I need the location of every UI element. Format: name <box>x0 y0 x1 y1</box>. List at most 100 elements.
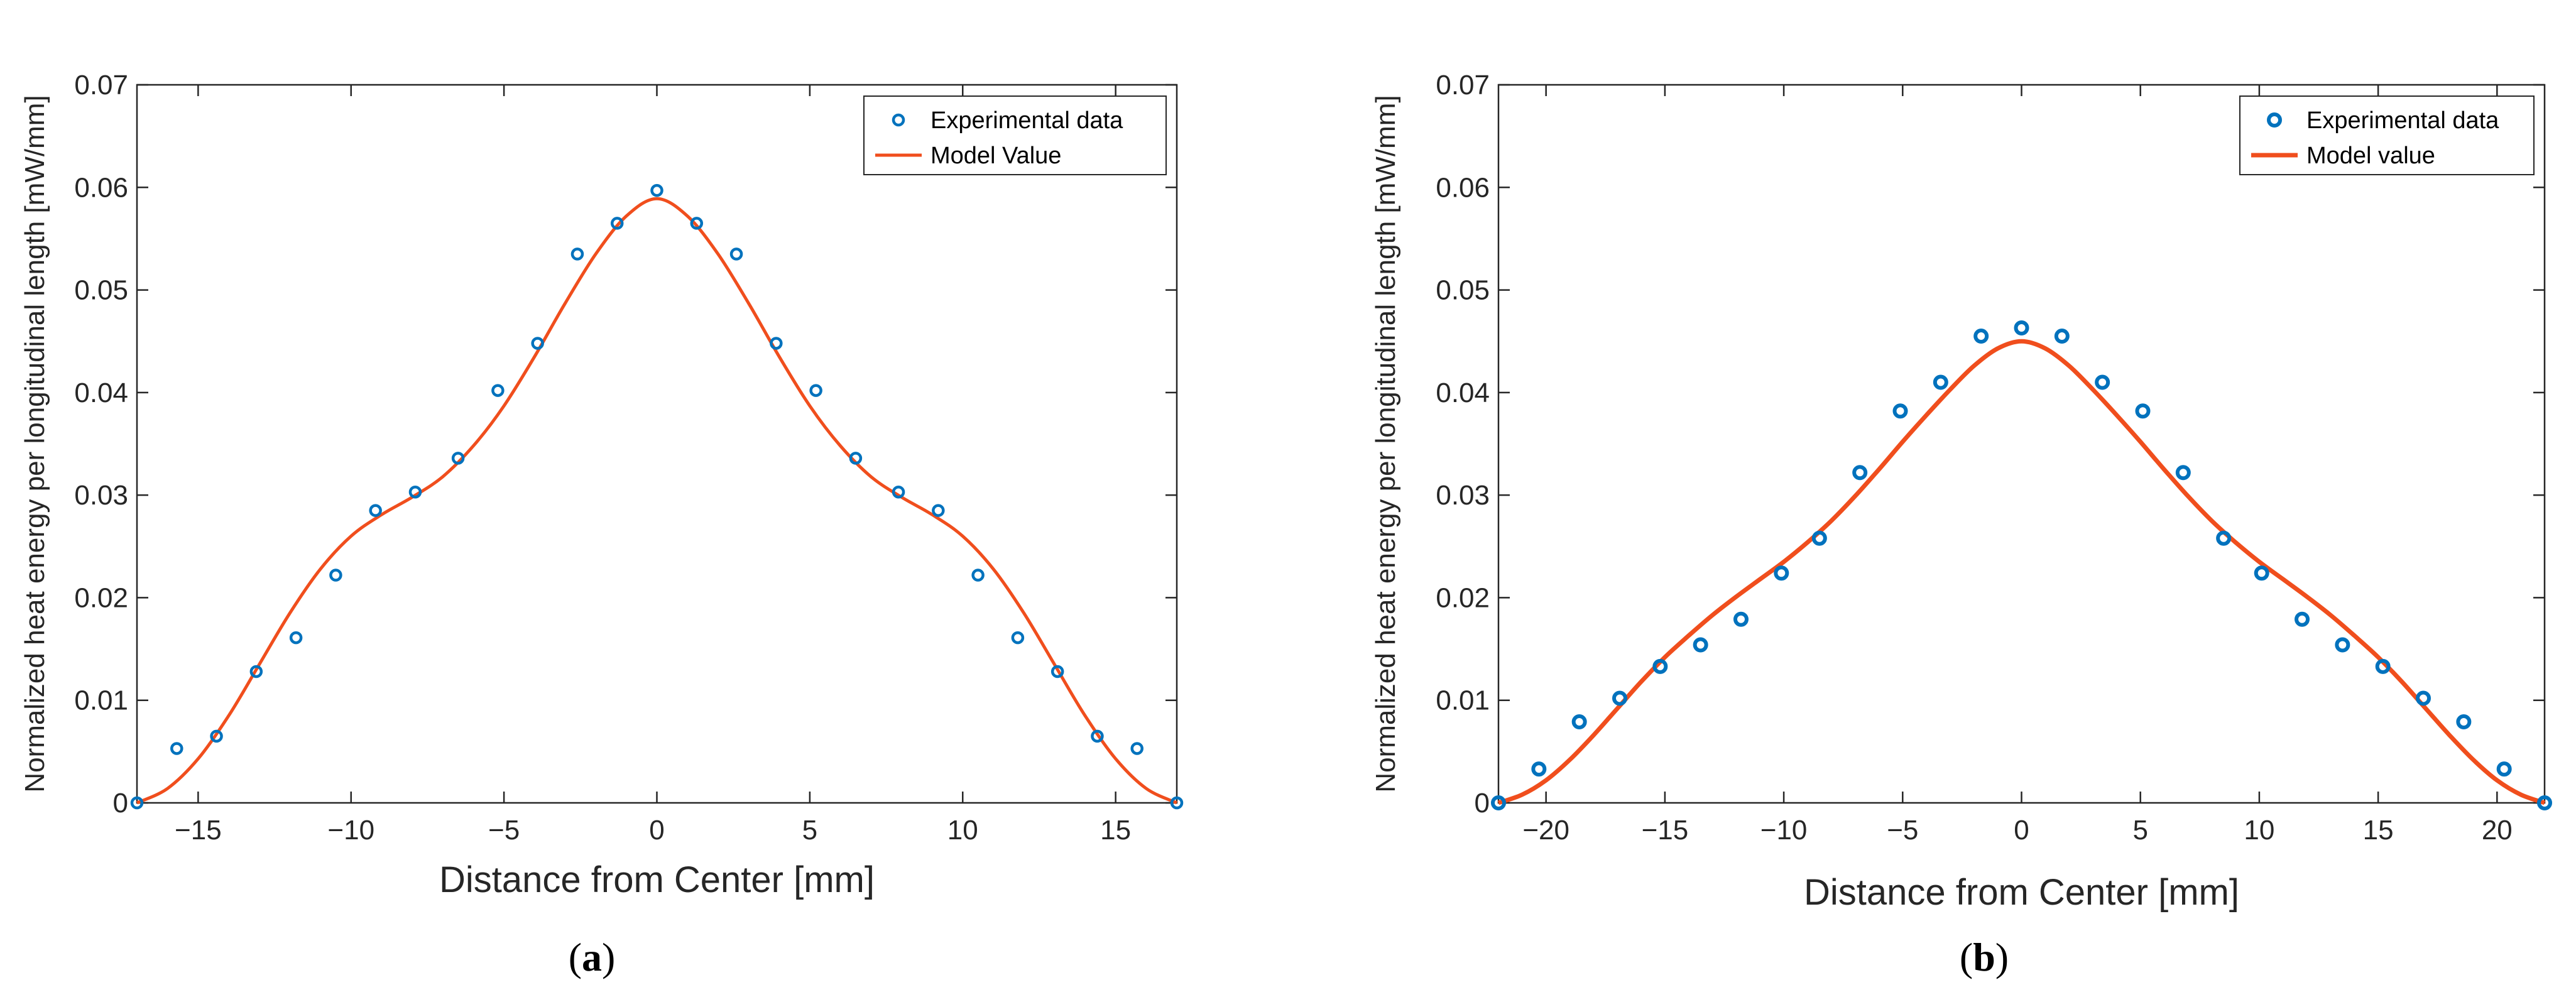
x-tick-label: 0 <box>649 815 664 846</box>
data-point <box>2456 714 2472 730</box>
data-point <box>570 248 584 261</box>
data-point <box>690 217 704 230</box>
y-tick-label: 0.02 <box>1436 582 1490 613</box>
x-tick-label: 20 <box>2482 815 2513 846</box>
data-point <box>408 485 422 499</box>
x-tick-label: −5 <box>488 815 520 846</box>
data-point <box>770 337 783 350</box>
y-tick-label: 0.04 <box>1436 378 1490 408</box>
panel-label-letter: a <box>582 935 602 979</box>
panel-label-open-paren: ( <box>1960 935 1973 979</box>
x-tick-label: 10 <box>2244 815 2274 846</box>
x-tick-label: 10 <box>947 815 978 846</box>
panel-label-close-paren: ) <box>602 935 615 979</box>
y-tick-label: 0.06 <box>74 172 128 203</box>
data-point <box>2496 761 2512 777</box>
panel-label: (a) <box>569 935 616 979</box>
x-tick-label: −10 <box>327 815 374 846</box>
model-line <box>136 197 1178 805</box>
data-point <box>1491 795 1506 810</box>
legend: Experimental data Model value <box>2239 95 2535 175</box>
data-point <box>2216 530 2232 546</box>
data-point <box>932 504 945 517</box>
y-axis-label: Normalized heat energy per longitudinal … <box>1370 95 1401 792</box>
data-point <box>170 742 183 755</box>
y-tick-label: 0.07 <box>74 70 128 101</box>
data-point <box>289 631 303 645</box>
data-point <box>1733 611 1749 627</box>
x-tick-label: −10 <box>1760 815 1808 846</box>
data-point <box>1612 690 1627 706</box>
legend: Experimental data Model Value <box>863 95 1167 175</box>
data-point <box>610 217 624 230</box>
data-point <box>531 337 544 350</box>
data-point <box>130 796 144 810</box>
data-point <box>1973 329 1989 344</box>
legend-entry-label: Experimental data <box>931 107 1123 134</box>
data-point <box>210 729 223 743</box>
x-axis-label: Distance from Center [mm] <box>439 859 875 900</box>
y-tick-label: 0.05 <box>74 275 128 306</box>
x-tick-label: 5 <box>2132 815 2148 846</box>
y-tick-label: 0.04 <box>74 378 128 408</box>
legend-entry-label: Model value <box>2306 143 2435 169</box>
data-point <box>2254 565 2269 581</box>
plot-area <box>1497 84 2546 804</box>
y-tick-label: 0.03 <box>1436 480 1490 511</box>
y-tick-label: 0.01 <box>74 685 128 716</box>
y-tick-label: 0.02 <box>74 582 128 613</box>
legend-box <box>863 95 1167 175</box>
y-tick-label: 0.01 <box>1436 685 1490 716</box>
plot-area <box>136 84 1178 804</box>
chart-panel-b: −20 −15 −10 −5 0 5 10 15 20 0 0.01 0.02 0.03 0.04 0.05… <box>1370 70 2552 979</box>
model-line <box>1497 339 2546 805</box>
data-point <box>1852 465 1868 481</box>
data-point <box>1693 637 1708 653</box>
data-point <box>849 452 863 465</box>
data-point <box>2416 690 2431 706</box>
data-point <box>2295 611 2310 627</box>
data-point <box>1892 403 1908 419</box>
data-point <box>1531 761 1547 777</box>
data-point <box>971 569 985 582</box>
data-point <box>1811 530 1827 546</box>
x-tick-label: −15 <box>175 815 222 846</box>
data-point <box>809 384 822 397</box>
data-point <box>1091 729 1104 743</box>
data-point <box>1933 374 1948 390</box>
y-tick-label: 0 <box>1475 788 1490 819</box>
legend-entry-label: Model Value <box>931 143 1061 169</box>
data-point <box>1051 665 1064 678</box>
data-point <box>2335 637 2350 653</box>
data-point <box>491 384 505 397</box>
x-tick-label: −15 <box>1642 815 1689 846</box>
y-tick-label: 0.05 <box>1436 275 1490 306</box>
y-tick-label: 0.06 <box>1436 172 1490 203</box>
data-point <box>1571 714 1587 730</box>
panel-label-open-paren: ( <box>569 935 582 979</box>
legend-box <box>2239 95 2535 175</box>
data-point <box>650 183 663 197</box>
y-axis-label: Normalized heat energy per longitudinal … <box>19 95 50 792</box>
data-point <box>1774 565 1789 581</box>
panel-label: (b) <box>1960 935 2009 979</box>
x-tick-label: 0 <box>2014 815 2029 846</box>
panel-label-close-paren: ) <box>1995 935 2009 979</box>
chart-panel-a: −15 −10 −5 0 5 10 15 0 0.01 0.02 0.03 0.04 0.05 0.06 0… <box>19 70 1184 979</box>
data-point <box>2537 795 2552 810</box>
y-tick-label: 0.07 <box>1436 70 1490 101</box>
data-point <box>329 569 342 582</box>
legend-entry-label: Experimental data <box>2306 107 2499 134</box>
data-point <box>1652 658 1668 674</box>
y-tick-label: 0.03 <box>74 480 128 511</box>
x-tick-label: −5 <box>1887 815 1918 846</box>
legend-marker-experimental <box>892 113 905 127</box>
x-tick-label: 15 <box>1100 815 1131 846</box>
x-axis-label: Distance from Center [mm] <box>1804 872 2239 913</box>
data-point <box>2175 465 2191 481</box>
y-tick-label: 0 <box>113 788 128 819</box>
data-point <box>1130 742 1143 755</box>
data-point <box>2014 320 2029 335</box>
data-point <box>249 665 263 678</box>
